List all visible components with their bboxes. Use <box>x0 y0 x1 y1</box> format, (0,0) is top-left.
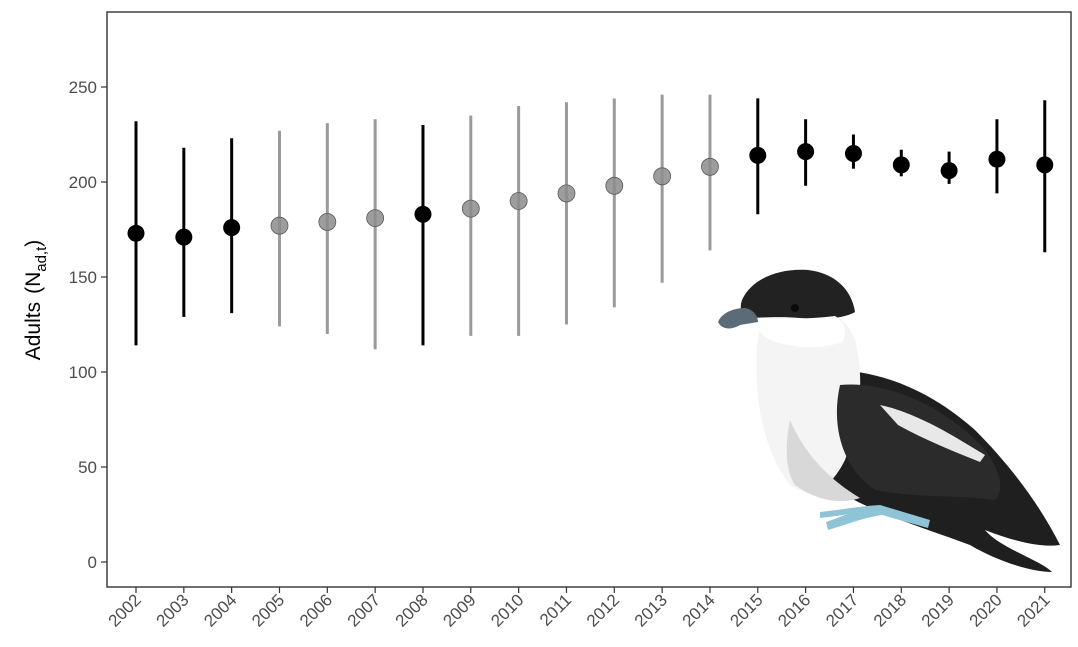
x-tick-label: 2006 <box>296 590 336 630</box>
point-unobserved <box>366 209 385 228</box>
point-observed <box>223 219 241 237</box>
x-tick-label: 2021 <box>1013 590 1053 630</box>
x-tick-label: 2003 <box>152 590 192 630</box>
y-axis-paren-close: ) <box>22 240 45 247</box>
point-unobserved <box>557 184 576 203</box>
point-observed <box>414 205 432 223</box>
x-tick-label: 2018 <box>870 590 910 630</box>
y-tick-label: 50 <box>78 458 97 477</box>
y-axis-label: Adults <box>22 302 45 360</box>
points <box>127 143 1054 246</box>
y-tick-label: 0 <box>88 553 97 572</box>
y-tick-label: 200 <box>69 173 97 192</box>
x-axis: 2002 2003 2004 2005 2006 2007 2008 2009 2010 2011… <box>105 587 1054 631</box>
x-tick-label: 2004 <box>200 590 240 630</box>
x-tick-label: 2017 <box>822 590 862 630</box>
y-axis-title-text: Adults (Nad,t) <box>22 240 50 361</box>
point-unobserved <box>318 212 337 231</box>
point-observed <box>127 224 145 242</box>
point-observed <box>988 150 1006 168</box>
point-unobserved <box>653 167 672 186</box>
x-tick-label: 2014 <box>679 590 719 630</box>
x-tick-label: 2016 <box>774 590 814 630</box>
x-tick-label: 2010 <box>487 590 527 630</box>
point-observed <box>797 143 815 161</box>
y-tick-label: 150 <box>69 268 97 287</box>
plot-panel-border <box>106 11 1072 588</box>
y-axis: 0 50 100 150 200 250 <box>69 78 107 572</box>
y-tick-label: 250 <box>69 78 97 97</box>
x-tick-label: 2019 <box>918 590 958 630</box>
point-unobserved <box>270 216 289 235</box>
x-tick-label: 2013 <box>631 590 671 630</box>
point-observed <box>892 156 910 174</box>
point-observed <box>749 146 767 164</box>
x-tick-label: 2011 <box>536 590 575 629</box>
point-observed <box>940 162 958 180</box>
y-axis-symbol: N <box>22 272 45 287</box>
point-unobserved <box>701 157 719 176</box>
x-tick-label: 2009 <box>439 590 479 630</box>
point-observed <box>175 228 193 246</box>
y-axis-paren-open: ( <box>22 287 45 294</box>
point-unobserved <box>605 176 624 195</box>
storm-petrel-bird-illustration <box>718 269 1060 572</box>
x-tick-label: 2020 <box>966 590 1006 630</box>
point-unobserved <box>509 192 528 210</box>
x-tick-label: 2005 <box>248 590 288 630</box>
point-observed <box>844 145 862 162</box>
y-axis-title: Adults (Nad,t) <box>22 240 50 361</box>
point-observed <box>1036 156 1054 174</box>
x-tick-label: 2008 <box>392 590 432 630</box>
x-tick-label: 2007 <box>344 590 384 630</box>
x-tick-label: 2002 <box>105 590 145 630</box>
point-unobserved <box>461 199 480 218</box>
x-tick-label: 2015 <box>726 590 766 630</box>
y-tick-label: 100 <box>69 363 97 382</box>
y-axis-symbol-subscript: ad,t <box>33 246 50 272</box>
x-tick-label: 2012 <box>583 590 623 630</box>
